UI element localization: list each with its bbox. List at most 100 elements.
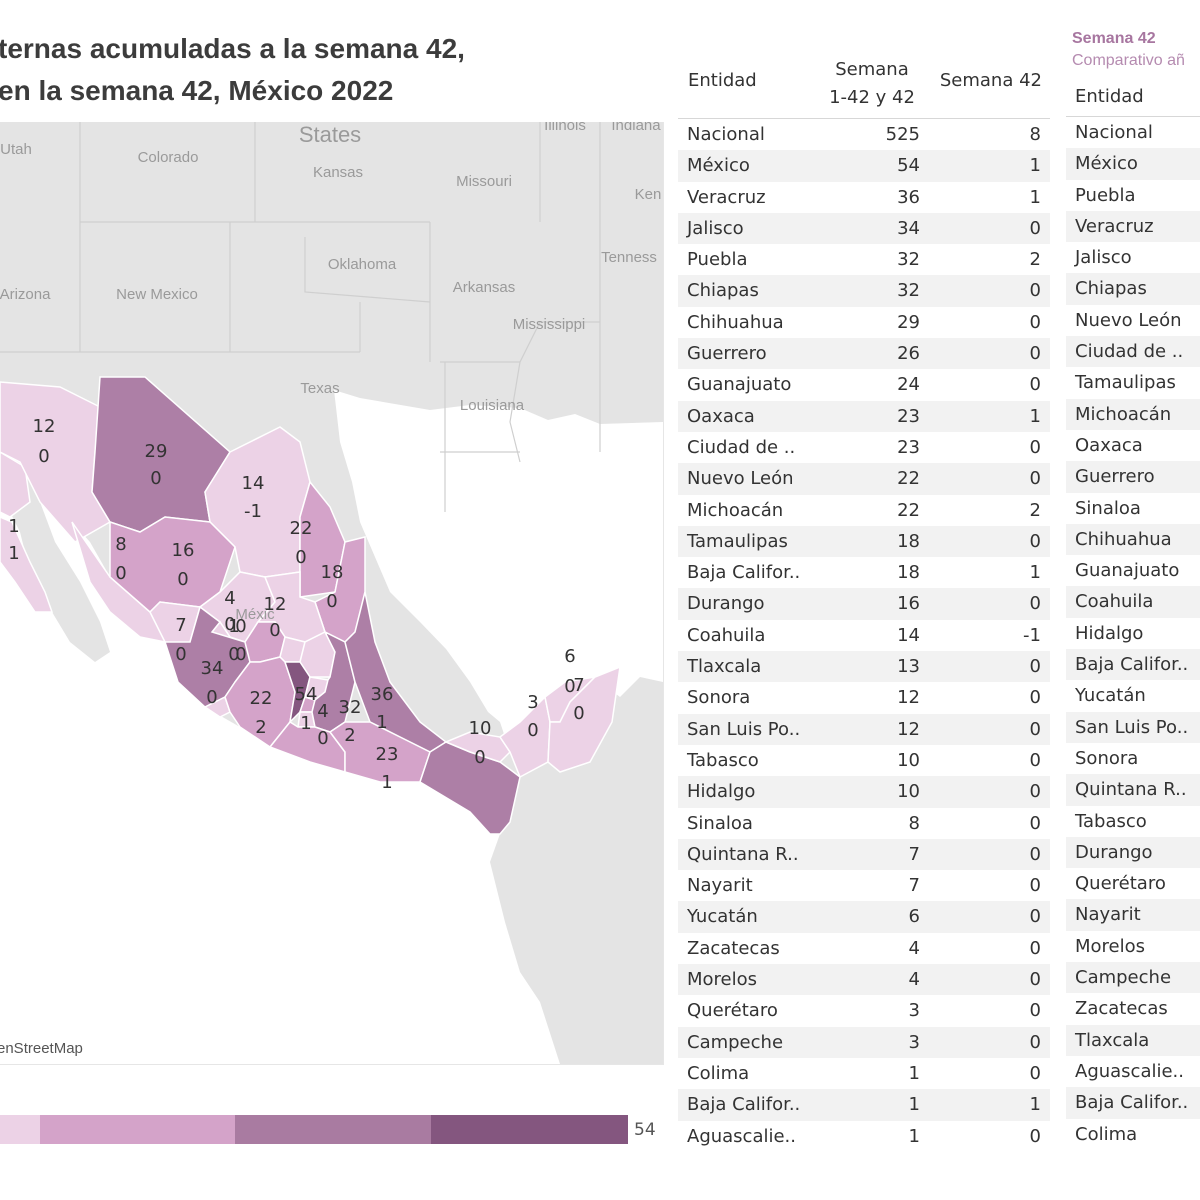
comparison-row[interactable]: Colima <box>1066 1119 1200 1150</box>
comparison-row[interactable]: Tabasco <box>1066 806 1200 837</box>
cell-entidad: Chiapas <box>687 280 759 302</box>
table-row[interactable]: Baja Califor.. 1 1 <box>678 1089 1050 1121</box>
state-value-accumulated: 34 <box>201 658 224 679</box>
header-accumulated[interactable]: Semana 1-42 y 42 <box>822 56 922 112</box>
comparison-row[interactable]: Quintana R.. <box>1066 774 1200 806</box>
comparison-row[interactable]: Michoacán <box>1066 398 1200 430</box>
table-header: Entidad Semana 1-42 y 42 Semana 42 <box>678 52 1050 119</box>
table-row[interactable]: Chiapas 32 0 <box>678 275 1050 307</box>
comparison-row[interactable]: Aguascalie.. <box>1066 1056 1200 1087</box>
table-row[interactable]: Michoacán 22 2 <box>678 495 1050 526</box>
table-row[interactable]: Zacatecas 4 0 <box>678 933 1050 964</box>
table-row[interactable]: Campeche 3 0 <box>678 1026 1050 1058</box>
cell-accumulated: 10 <box>897 749 920 771</box>
state-baja-california-sur[interactable] <box>0 516 54 613</box>
comparison-row[interactable]: Jalisco <box>1066 242 1200 273</box>
table-row[interactable]: Veracruz 36 1 <box>678 182 1050 213</box>
cell-entidad: Quintana R.. <box>687 843 799 865</box>
comparison-row[interactable]: Ciudad de .. <box>1066 336 1200 368</box>
comparison-row[interactable]: Nayarit <box>1066 899 1200 931</box>
table-row[interactable]: Puebla 32 2 <box>678 244 1050 275</box>
state-value-week42: 0 <box>206 687 217 708</box>
table-row[interactable]: Nacional 525 8 <box>678 119 1050 151</box>
table-row[interactable]: Nuevo León 22 0 <box>678 463 1050 495</box>
comparison-row[interactable]: Morelos <box>1066 931 1200 962</box>
table-row[interactable]: Coahuila 14 -1 <box>678 620 1050 651</box>
comparison-row[interactable]: Veracruz <box>1066 210 1200 243</box>
table-row[interactable]: Sinaloa 8 0 <box>678 808 1050 839</box>
choropleth-map[interactable]: States Utah Colorado Kansas Missouri Illinois… <box>0 122 663 1064</box>
table-row[interactable]: Nayarit 7 0 <box>678 870 1050 901</box>
comparison-row[interactable]: Puebla <box>1066 180 1200 211</box>
comparison-row[interactable]: Hidalgo <box>1066 618 1200 649</box>
comparison-row[interactable]: San Luis Po.. <box>1066 711 1200 743</box>
map-panel[interactable]: States Utah Colorado Kansas Missouri Illinois… <box>0 122 664 1065</box>
comparison-row[interactable]: Coahuila <box>1066 586 1200 618</box>
table-row[interactable]: Querétaro 3 0 <box>678 995 1050 1026</box>
cell-entidad: Guanajuato <box>687 374 792 396</box>
table-row[interactable]: Ciudad de .. 23 0 <box>678 432 1050 463</box>
state-quintana-roo[interactable] <box>547 665 621 773</box>
comparison-row[interactable]: Tamaulipas <box>1066 367 1200 398</box>
table-row[interactable]: Guanajuato 24 0 <box>678 369 1050 400</box>
cell-week42: 0 <box>1029 530 1041 552</box>
table-row[interactable]: Tamaulipas 18 0 <box>678 525 1050 558</box>
comparison-row[interactable]: Tlaxcala <box>1066 1024 1200 1056</box>
cell-week42: -1 <box>1023 624 1041 646</box>
table-row[interactable]: Baja Califor.. 18 1 <box>678 557 1050 588</box>
table-row[interactable]: Tabasco 10 0 <box>678 745 1050 776</box>
comparison-row[interactable]: Chihuahua <box>1066 523 1200 556</box>
table-row[interactable]: Hidalgo 10 0 <box>678 776 1050 808</box>
comparison-row[interactable]: Baja Califor.. <box>1066 649 1200 681</box>
state-value-accumulated: 23 <box>376 744 399 765</box>
cell-week42: 1 <box>1029 186 1041 208</box>
cell-week42: 1 <box>1029 155 1041 177</box>
table-row[interactable]: Aguascalie.. 1 0 <box>678 1121 1050 1152</box>
comparison-row[interactable]: Querétaro <box>1066 868 1200 899</box>
cell-accumulated: 29 <box>897 311 920 333</box>
comparison-cell-entidad: Sinaloa <box>1075 497 1141 519</box>
table-row[interactable]: Oaxaca 23 1 <box>678 400 1050 432</box>
cell-week42: 1 <box>1029 1094 1041 1116</box>
comparison-row[interactable]: Campeche <box>1066 962 1200 994</box>
header-entidad[interactable]: Entidad <box>688 70 757 91</box>
table-row[interactable]: Durango 16 0 <box>678 588 1050 620</box>
comparison-row[interactable]: Guanajuato <box>1066 555 1200 586</box>
table-row[interactable]: Sonora 12 0 <box>678 682 1050 713</box>
comparison-row[interactable]: Durango <box>1066 836 1200 869</box>
comparison-row[interactable]: Sinaloa <box>1066 493 1200 524</box>
header-week42[interactable]: Semana 42 <box>939 70 1042 91</box>
table-row[interactable]: Tlaxcala 13 0 <box>678 651 1050 683</box>
map-attribution[interactable]: enStreetMap <box>0 1037 108 1061</box>
table-row[interactable]: Colima 1 0 <box>678 1058 1050 1089</box>
comparison-row[interactable]: México <box>1066 148 1200 180</box>
central-america <box>490 782 663 1064</box>
comparison-header-entidad[interactable]: Entidad <box>1075 86 1144 107</box>
comparison-row[interactable]: Nuevo León <box>1066 305 1200 336</box>
table-row[interactable]: Chihuahua 29 0 <box>678 307 1050 338</box>
table-row[interactable]: Quintana R.. 7 0 <box>678 838 1050 871</box>
table-row[interactable]: San Luis Po.. 12 0 <box>678 713 1050 745</box>
cell-week42: 0 <box>1029 343 1041 365</box>
comparison-row[interactable]: Baja Califor.. <box>1066 1087 1200 1119</box>
comparison-row[interactable]: Zacatecas <box>1066 993 1200 1024</box>
table-row[interactable]: México 54 1 <box>678 150 1050 182</box>
cell-accumulated: 13 <box>897 656 920 678</box>
cell-accumulated: 1 <box>908 1062 920 1084</box>
state-veracruz[interactable] <box>344 591 448 753</box>
table-row[interactable]: Jalisco 34 0 <box>678 212 1050 245</box>
comparison-row[interactable]: Chiapas <box>1066 273 1200 305</box>
comparison-row[interactable]: Sonora <box>1066 743 1200 774</box>
header-accumulated-line1: Semana <box>835 59 909 80</box>
table-row[interactable]: Guerrero 26 0 <box>678 338 1050 370</box>
table-row[interactable]: Yucatán 6 0 <box>678 901 1050 933</box>
basemap-label: Indiana <box>611 122 661 134</box>
cell-week42: 0 <box>1029 749 1041 771</box>
comparison-row[interactable]: Oaxaca <box>1066 430 1200 461</box>
cell-accumulated: 22 <box>897 499 920 521</box>
cell-accumulated: 10 <box>897 781 920 803</box>
comparison-row[interactable]: Nacional <box>1066 117 1200 148</box>
comparison-row[interactable]: Guerrero <box>1066 461 1200 493</box>
table-row[interactable]: Morelos 4 0 <box>678 964 1050 996</box>
comparison-row[interactable]: Yucatán <box>1066 680 1200 711</box>
